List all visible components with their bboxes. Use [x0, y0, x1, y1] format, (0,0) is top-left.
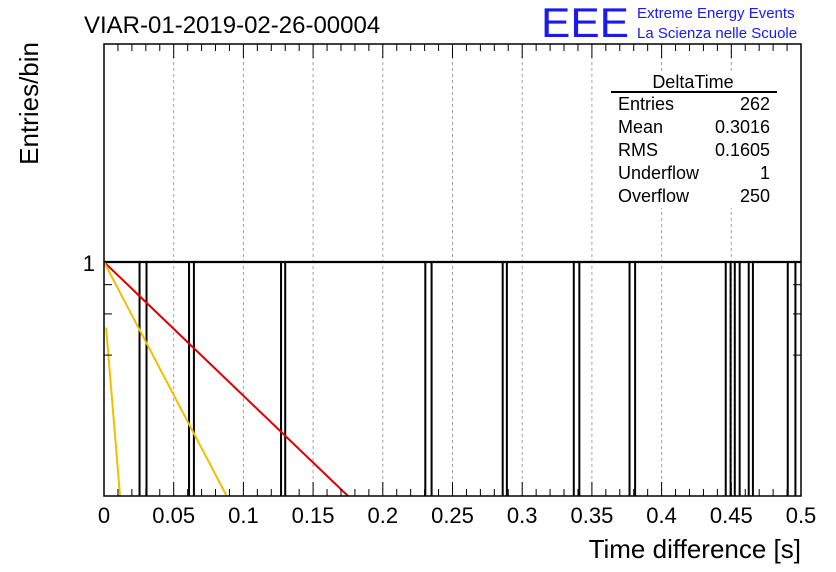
eee-logo: EEE Extreme Energy Events La Scienza nel… — [541, 0, 797, 46]
stats-value: 0.1605 — [715, 140, 770, 160]
fit-line — [103, 261, 228, 497]
histogram-bar — [501, 261, 508, 496]
histogram-bar — [188, 261, 195, 496]
stats-title: DeltaTime — [652, 72, 733, 92]
x-tick-label: 0.5 — [786, 503, 817, 528]
stats-label: RMS — [618, 140, 658, 160]
logo-line-2: La Scienza nelle Scuole — [637, 25, 797, 42]
x-tick-label: 0.4 — [646, 503, 677, 528]
stats-label: Overflow — [618, 186, 690, 206]
histogram-bar — [424, 261, 433, 496]
stats-label: Entries — [618, 94, 674, 114]
stats-value: 1 — [760, 163, 770, 183]
eee-logo-mark: EEE — [541, 0, 629, 46]
x-tick-label: 0.3 — [507, 503, 538, 528]
histogram-bar — [280, 261, 287, 496]
stats-box: DeltaTime Entries 262 Mean 0.3016 RMS 0.… — [609, 72, 778, 208]
x-tick-label: 0.2 — [368, 503, 399, 528]
stats-value: 250 — [740, 186, 770, 206]
histogram-bar — [747, 261, 754, 496]
axis-ticks — [103, 44, 802, 496]
chart-title: VIAR-01-2019-02-26-00004 — [84, 12, 380, 39]
y-tick-label: 1 — [83, 251, 95, 276]
x-tick-label: 0 — [98, 503, 110, 528]
fit-line — [103, 261, 349, 497]
stats-label: Underflow — [618, 163, 700, 183]
x-axis-title: Time difference [s] — [589, 534, 801, 564]
histogram-bar — [572, 261, 581, 496]
stats-label: Mean — [618, 117, 663, 137]
x-tick-labels: 0 0.05 0.1 0.15 0.2 0.25 0.3 0.35 0.4 0.45 0.5 — [98, 503, 816, 528]
histogram-bar — [628, 261, 637, 496]
stats-value: 0.3016 — [715, 117, 770, 137]
x-tick-label: 0.1 — [228, 503, 259, 528]
x-tick-label: 0.25 — [431, 503, 474, 528]
histogram-bar — [724, 261, 732, 496]
fit-line — [105, 327, 122, 497]
x-tick-label: 0.35 — [570, 503, 613, 528]
x-tick-label: 0.15 — [292, 503, 335, 528]
logo-line-1: Extreme Energy Events — [637, 5, 795, 22]
x-tick-label: 0.45 — [710, 503, 753, 528]
y-axis-title: Entries/bin — [14, 42, 44, 165]
histogram-bar — [786, 261, 797, 496]
stats-value: 262 — [740, 94, 770, 114]
fit-lines — [103, 261, 349, 497]
x-tick-label: 0.05 — [152, 503, 195, 528]
histogram-bar — [733, 261, 741, 496]
